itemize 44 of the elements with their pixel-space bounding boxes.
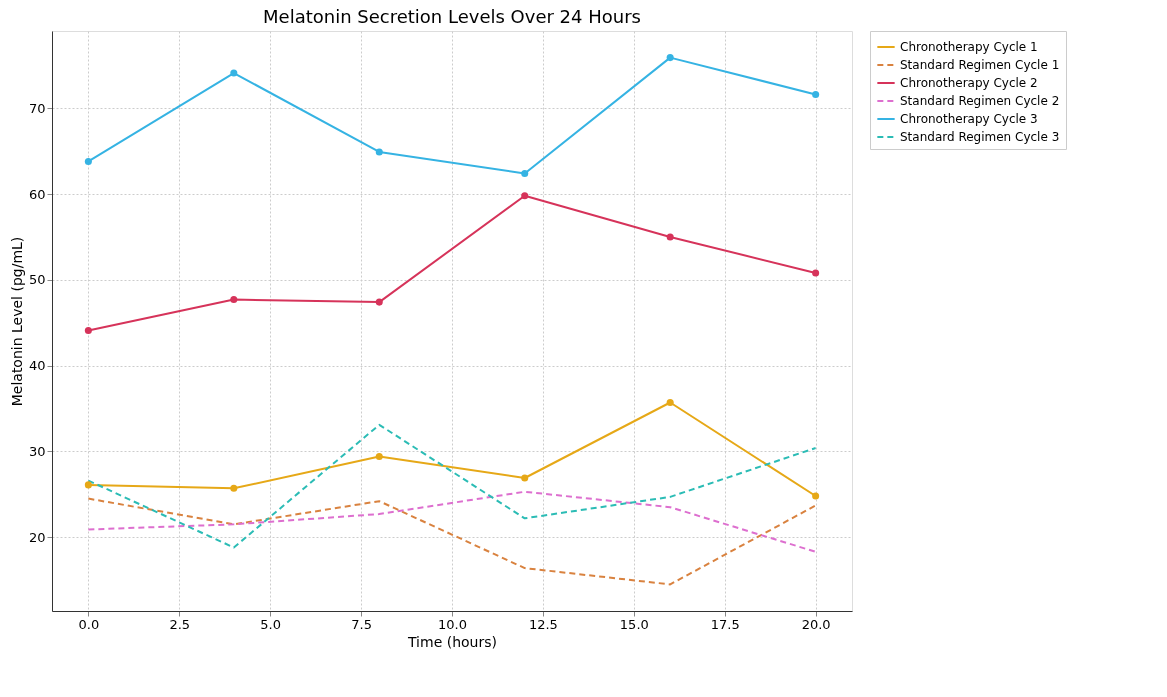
legend-label: Chronotherapy Cycle 3 <box>900 112 1038 126</box>
y-tick-label: 20 <box>28 529 46 545</box>
point <box>84 326 92 334</box>
point <box>812 269 820 277</box>
point <box>812 492 820 500</box>
y-tick-label: 70 <box>28 100 46 116</box>
y-tick-label: 40 <box>28 358 46 374</box>
legend-label: Standard Regimen Cycle 3 <box>900 130 1060 144</box>
y-axis-title: Melatonin Level (pg/mL) <box>8 236 25 407</box>
point <box>84 157 92 165</box>
point <box>230 484 238 492</box>
x-tick-label: 15.0 <box>619 616 649 632</box>
y-tick-label: 50 <box>28 272 46 288</box>
x-tick-label: 20.0 <box>801 616 831 632</box>
point <box>521 169 529 177</box>
point <box>521 192 529 200</box>
point <box>375 148 383 156</box>
line-series <box>87 497 817 586</box>
legend-label: Chronotherapy Cycle 1 <box>900 40 1038 54</box>
x-tick-label: 12.5 <box>528 616 558 632</box>
chart-title: Melatonin Secretion Levels Over 24 Hours <box>263 5 641 27</box>
point <box>666 54 674 62</box>
point <box>666 398 674 407</box>
point <box>375 453 383 461</box>
x-tick-label: 7.5 <box>351 616 372 632</box>
point <box>375 298 383 306</box>
point <box>666 233 674 241</box>
x-tick-label: 10.0 <box>438 616 467 632</box>
point <box>84 481 92 489</box>
point <box>230 69 238 77</box>
x-tick-label: 5.0 <box>260 616 282 632</box>
x-axis-title: Time (hours) <box>407 633 497 650</box>
point <box>521 474 529 482</box>
point <box>812 90 820 99</box>
legend-label: Chronotherapy Cycle 2 <box>900 76 1038 90</box>
x-tick-label: 17.5 <box>710 616 740 632</box>
x-tick-label: 2.5 <box>169 616 191 632</box>
point <box>230 296 238 304</box>
y-tick-label: 30 <box>28 443 46 459</box>
legend-label: Standard Regimen Cycle 2 <box>900 94 1060 108</box>
x-tick-label: 0.0 <box>78 616 100 632</box>
line-series <box>87 490 817 553</box>
y-tick-label: 60 <box>28 186 46 202</box>
legend-label: Standard Regimen Cycle 1 <box>900 58 1060 72</box>
